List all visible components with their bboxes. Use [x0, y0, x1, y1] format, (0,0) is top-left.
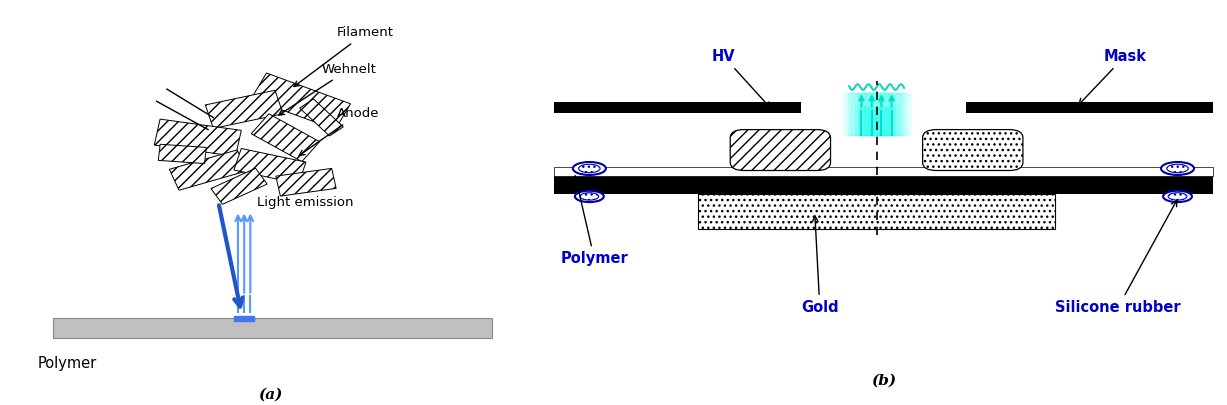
- Bar: [553, 102, 801, 113]
- Bar: [966, 102, 1214, 113]
- Ellipse shape: [1161, 162, 1194, 175]
- Bar: [169, 150, 247, 190]
- Text: Mask: Mask: [1079, 49, 1146, 104]
- Bar: [553, 167, 1214, 176]
- Bar: [155, 119, 242, 156]
- Text: Silicone rubber: Silicone rubber: [1055, 200, 1180, 315]
- Ellipse shape: [573, 162, 606, 175]
- Ellipse shape: [1163, 191, 1191, 202]
- Ellipse shape: [575, 191, 604, 202]
- Text: Polymer: Polymer: [561, 176, 628, 266]
- FancyBboxPatch shape: [923, 130, 1023, 171]
- Bar: [299, 99, 344, 136]
- Text: Filament: Filament: [294, 26, 394, 87]
- Ellipse shape: [579, 164, 600, 173]
- Bar: [158, 144, 206, 164]
- Text: Light emission: Light emission: [258, 196, 353, 209]
- Bar: [234, 316, 254, 321]
- Bar: [54, 318, 492, 338]
- Text: (b): (b): [871, 374, 896, 388]
- Text: (a): (a): [258, 388, 282, 402]
- Bar: [252, 73, 351, 130]
- Text: Polymer: Polymer: [38, 356, 97, 371]
- FancyBboxPatch shape: [730, 130, 831, 171]
- Text: HV: HV: [712, 49, 771, 108]
- Bar: [698, 194, 1055, 229]
- Bar: [276, 168, 336, 196]
- Bar: [205, 90, 283, 128]
- Bar: [234, 149, 306, 183]
- Ellipse shape: [1168, 193, 1187, 200]
- Bar: [252, 114, 319, 162]
- Ellipse shape: [580, 193, 599, 200]
- Text: Wehnelt: Wehnelt: [279, 63, 377, 115]
- Text: Anode: Anode: [299, 107, 379, 156]
- Ellipse shape: [1167, 164, 1188, 173]
- Bar: [553, 176, 1214, 194]
- Ellipse shape: [848, 91, 906, 107]
- Bar: [211, 168, 267, 204]
- Text: Gold: Gold: [801, 216, 838, 315]
